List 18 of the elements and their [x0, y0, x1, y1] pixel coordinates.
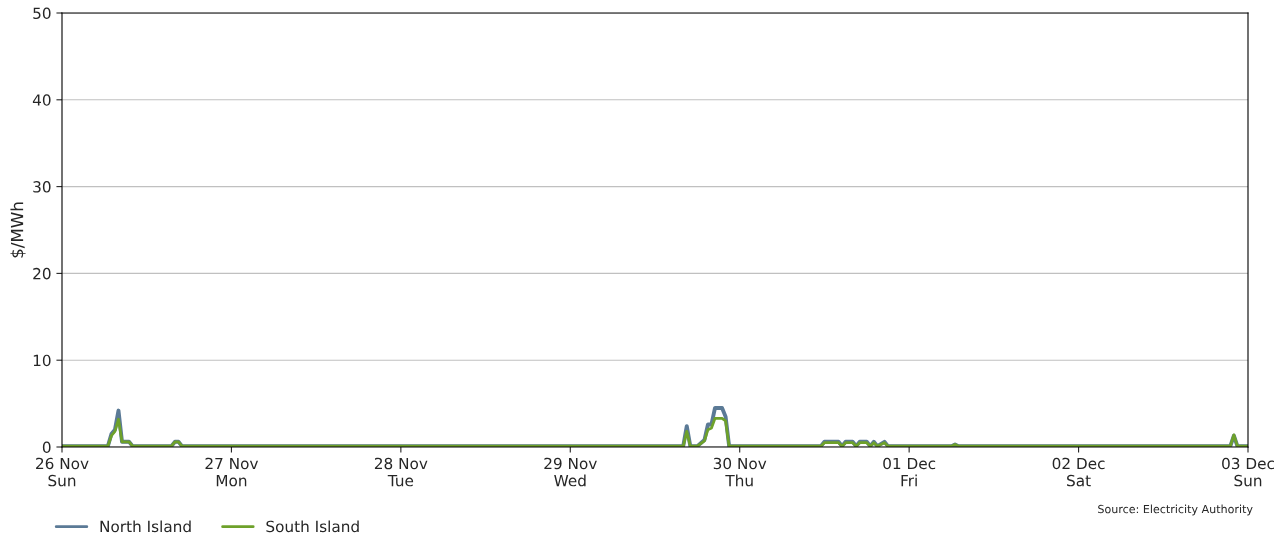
x-tick-label: 29 Nov Wed	[544, 457, 597, 487]
x-tick-label: 01 Dec Fri	[883, 457, 936, 487]
y-tick-label: 40	[32, 94, 51, 106]
x-tick-label: 02 Dec Sat	[1052, 457, 1105, 487]
x-tick-label: 30 Nov Thu	[713, 457, 767, 487]
x-tick-label: 27 Nov Mon	[205, 457, 259, 487]
legend-label: South Island	[266, 520, 359, 533]
y-axis-title: $/MWh	[10, 202, 26, 258]
y-tick-label: 20	[33, 267, 51, 280]
x-tick-label: 26 Nov Sun	[36, 457, 89, 487]
legend-label: North Island	[100, 520, 191, 533]
x-tick-label: 28 Nov Tue	[374, 457, 428, 487]
y-tick-label: 10	[33, 354, 51, 367]
y-tick-label: 30	[33, 181, 51, 193]
x-tick-label: 03 Dec Sun	[1222, 457, 1274, 487]
y-tick-label: 0	[42, 441, 51, 454]
source-note: Source: Electricity Authority	[1098, 504, 1253, 516]
y-tick-label: 50	[33, 7, 51, 20]
